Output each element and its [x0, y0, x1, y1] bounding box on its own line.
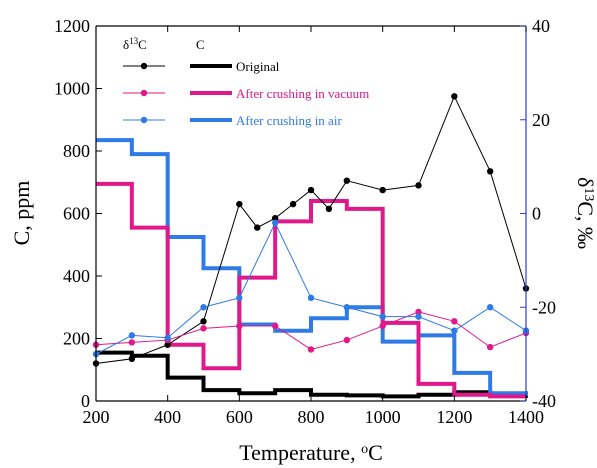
x-tick-label-5: 1200	[436, 407, 472, 427]
y-tick-label-4: 800	[63, 141, 90, 161]
delta-point-after-crushing-in-air-1	[128, 332, 136, 339]
delta-point-after-crushing-in-vacuum-5	[271, 322, 279, 330]
delta-point-after-crushing-in-vacuum-6	[307, 346, 315, 353]
delta-point-after-crushing-in-vacuum-4	[236, 322, 243, 330]
y2-label-tail: C, ‰	[573, 201, 597, 249]
x-tick-label-3: 800	[298, 407, 325, 427]
delta-point-after-crushing-in-air-10	[451, 327, 458, 334]
legend-label-after-crushing-in-vacuum: After crushing in vacuum	[236, 86, 369, 101]
delta-point-original-7	[289, 200, 297, 208]
delta-point-original-14	[486, 168, 494, 175]
delta-point-original-6	[271, 214, 279, 222]
y2-tick-label-1: -20	[532, 297, 556, 317]
y2-tick-label-3: 20	[532, 110, 550, 130]
delta-point-after-crushing-in-air-9	[415, 313, 422, 320]
legend-delta-marker-original	[140, 62, 148, 70]
delta-point-original-13	[451, 93, 458, 100]
y-axis-label: C, ppm	[9, 181, 34, 246]
x-tick-label-4: 1000	[365, 407, 401, 427]
legend-head-c: C	[196, 37, 205, 52]
delta-point-original-4	[236, 200, 243, 208]
delta-point-original-11	[379, 186, 386, 194]
y2-tick-label-0: -40	[532, 391, 556, 411]
x-label-sup: o	[361, 442, 368, 457]
y2-label-prefix: δ	[573, 177, 597, 187]
delta-point-original-3	[200, 318, 207, 325]
legend-label-original: Original	[236, 59, 280, 74]
y-tick-label-6: 1200	[54, 16, 90, 36]
y2-label-sup: 13	[582, 187, 597, 201]
x-tick-label-0: 200	[83, 407, 110, 427]
y2-tick-label-2: 0	[532, 204, 541, 224]
y-tick-label-1: 200	[63, 329, 90, 349]
legend-rows: Original After crushing in vacuum After cr…	[123, 59, 369, 128]
delta-point-after-crushing-in-vacuum-9	[415, 308, 422, 316]
delta-point-after-crushing-in-air-8	[379, 313, 386, 320]
legend-head-delta: δ13C	[123, 36, 147, 52]
delta-point-original-5	[254, 224, 261, 231]
y-tick-label-5: 1000	[54, 79, 90, 99]
delta-point-after-crushing-in-vacuum-8	[379, 322, 386, 330]
delta-point-original-8	[307, 186, 315, 194]
legend-head-delta-sym: δ	[123, 37, 129, 52]
legend-head-delta-sup: 13	[129, 36, 139, 46]
delta-point-original-10	[343, 177, 351, 184]
delta-point-original-9	[325, 205, 333, 213]
delta-point-after-crushing-in-air-5	[271, 219, 279, 227]
legend-delta-marker-after-crushing-in-vacuum	[140, 89, 148, 97]
delta-point-after-crushing-in-air-3	[200, 304, 207, 311]
step-line-after-crushing-in-air	[96, 138, 528, 397]
x-tick-label-1: 400	[154, 407, 181, 427]
delta-lines-layer	[92, 93, 530, 367]
step-lines-layer	[96, 138, 528, 399]
delta-point-after-crushing-in-vacuum-7	[343, 336, 351, 344]
y2-axis-label: δ13C, ‰	[573, 177, 597, 249]
delta-point-original-12	[415, 182, 422, 189]
ticks-layer: 200 400 600 800 1000 1200 14000200400600800100…	[54, 16, 556, 427]
delta-point-after-crushing-in-air-2	[164, 334, 171, 341]
delta-point-after-crushing-in-vacuum-10	[451, 318, 458, 325]
legend-label-after-crushing-in-air: After crushing in air	[236, 113, 342, 128]
delta-point-original-2	[164, 341, 171, 348]
delta-point-after-crushing-in-air-6	[307, 294, 315, 302]
y2-tick-label-4: 40	[532, 16, 550, 36]
delta-point-original-1	[128, 355, 136, 363]
y-tick-label-2: 400	[63, 266, 90, 286]
x-tick-label-2: 600	[226, 407, 253, 427]
y-tick-label-0: 0	[81, 391, 90, 411]
delta-point-after-crushing-in-air-7	[343, 304, 351, 311]
x-label-tail: C	[368, 440, 383, 465]
delta-line-after-crushing-in-air	[95, 221, 527, 355]
step-line-original	[96, 350, 528, 399]
delta-point-after-crushing-in-vacuum-1	[128, 339, 136, 346]
legend-head-delta-tail: C	[138, 37, 147, 52]
delta-point-after-crushing-in-vacuum-11	[486, 343, 494, 351]
y-tick-label-3: 600	[63, 204, 90, 224]
x-label-text: Temperature,	[239, 440, 361, 465]
step-line-after-crushing-in-vacuum	[96, 181, 526, 399]
x-axis-label: Temperature, oC	[239, 440, 383, 465]
delta-line-original	[95, 95, 527, 364]
legend-delta-marker-after-crushing-in-air	[140, 116, 148, 124]
delta-point-after-crushing-in-vacuum-3	[200, 325, 207, 332]
delta-point-after-crushing-in-air-4	[236, 294, 243, 302]
delta-point-after-crushing-in-air-11	[486, 304, 494, 311]
x-tick-label-6: 1400	[508, 407, 544, 427]
